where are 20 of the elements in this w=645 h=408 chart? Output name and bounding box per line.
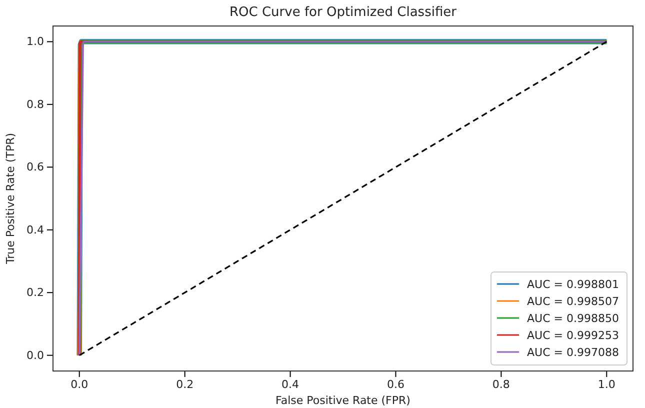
y-tick-label: 0.0 (26, 348, 44, 362)
x-tick-label: 0.0 (70, 378, 88, 391)
y-axis-title: True Positive Rate (TPR) (4, 132, 17, 266)
legend-label: AUC = 0.997088 (527, 346, 619, 359)
legend-label: AUC = 0.998801 (527, 278, 619, 291)
x-tick-label: 1.0 (598, 378, 616, 391)
y-tick-label: 1.0 (26, 35, 44, 48)
y-tick-label: 0.8 (26, 98, 44, 111)
x-tick-label: 0.8 (492, 378, 510, 391)
legend-label: AUC = 0.999253 (527, 329, 619, 342)
x-tick-label: 0.4 (282, 378, 300, 391)
y-tick-label: 0.4 (26, 223, 44, 236)
x-axis-title: False Positive Rate (FPR) (276, 394, 410, 407)
y-tick-label: 0.2 (26, 286, 44, 300)
x-tick-label: 0.2 (176, 378, 194, 391)
legend-label: AUC = 0.998507 (527, 295, 619, 308)
legend-label: AUC = 0.998850 (527, 312, 619, 325)
x-tick-label: 0.6 (386, 378, 404, 391)
y-tick-label: 0.6 (26, 160, 44, 174)
chart-title: ROC Curve for Optimized Classifier (230, 5, 458, 20)
